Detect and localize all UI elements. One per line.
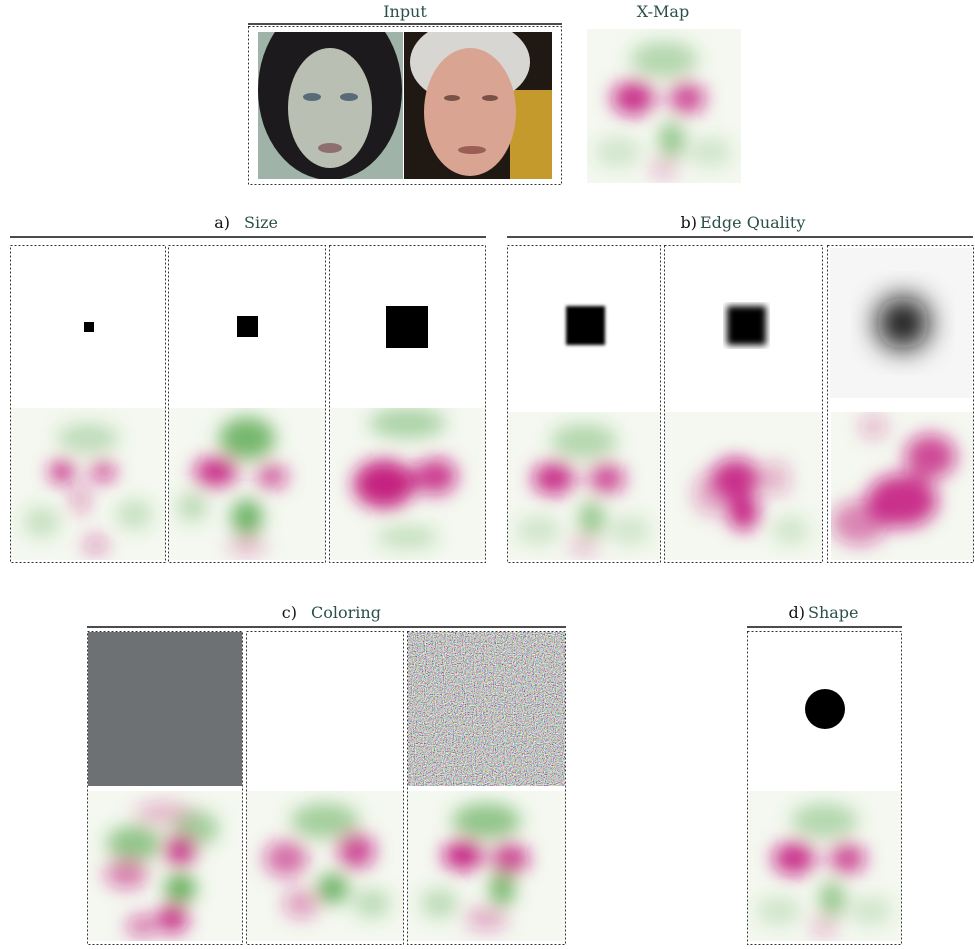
heatmap [831, 412, 973, 560]
panel-letter: b) [681, 213, 697, 232]
heatmap [247, 791, 403, 941]
heatmap [665, 412, 822, 560]
column-box [246, 631, 404, 945]
column-box [10, 245, 166, 563]
panel-letter: a) [214, 213, 230, 232]
heatmap [748, 791, 901, 941]
column-box [664, 245, 823, 563]
heatmap [330, 408, 485, 560]
patch [566, 306, 605, 345]
input-box [248, 26, 562, 185]
column-box [329, 245, 486, 563]
heatmap [169, 408, 325, 560]
column-box [747, 631, 902, 945]
patch [386, 306, 428, 348]
column-box [87, 631, 243, 945]
panel-title: Size [244, 213, 278, 232]
panel-title: Edge Quality [700, 213, 805, 232]
heatmap [587, 29, 741, 183]
panel-letter: c) [282, 603, 297, 622]
column-box [507, 245, 661, 563]
patch [237, 316, 258, 337]
column-box [168, 245, 326, 563]
input-title: Input [383, 2, 427, 21]
patch [805, 689, 845, 729]
patch [88, 632, 242, 786]
column-box [827, 245, 974, 563]
patch [84, 322, 94, 332]
heatmap [88, 791, 242, 941]
panel-letter: d) [789, 603, 805, 622]
patch [408, 632, 565, 786]
xmap-title: X-Map [637, 2, 689, 21]
input-faces [258, 32, 552, 179]
heatmap [11, 408, 165, 560]
heatmap [408, 791, 565, 941]
patch [877, 297, 929, 349]
heatmap [508, 412, 660, 560]
patch [727, 306, 766, 345]
panel-title: Coloring [311, 603, 381, 622]
column-box [407, 631, 566, 945]
panel-title: Shape [808, 603, 859, 622]
